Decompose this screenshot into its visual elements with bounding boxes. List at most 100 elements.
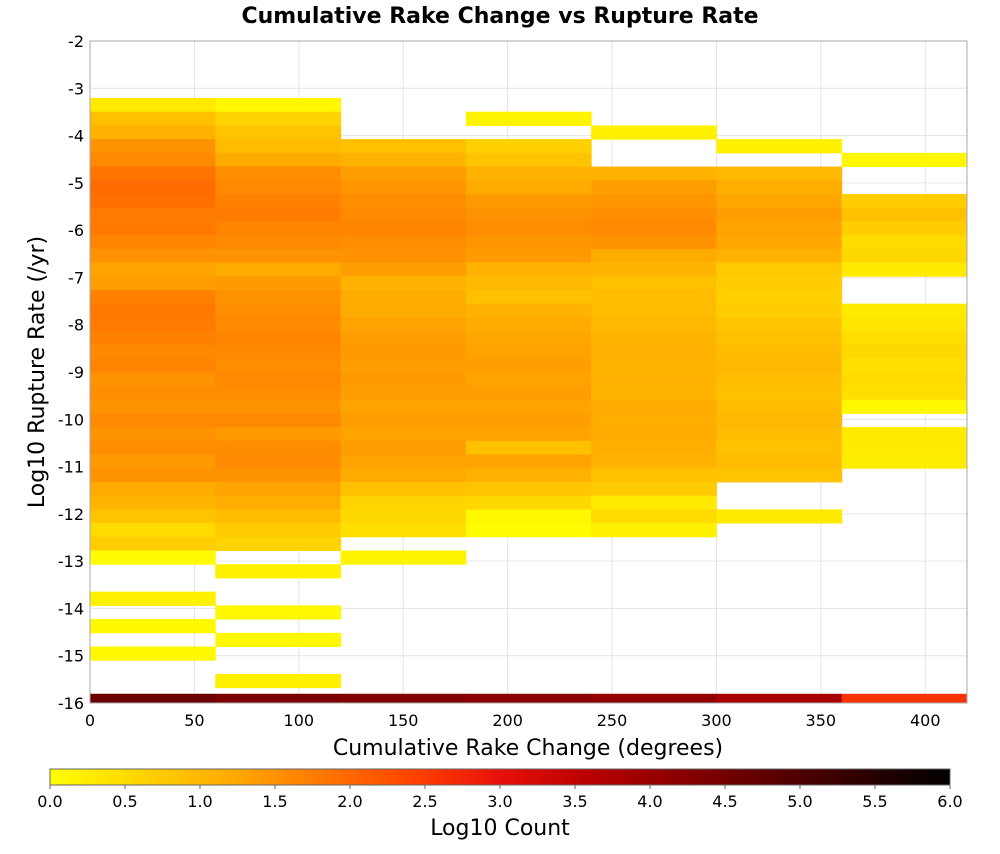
heatmap-cell (841, 440, 967, 456)
heatmap-cell (90, 468, 216, 483)
heatmap-cell (716, 303, 843, 318)
heatmap-cell (340, 331, 467, 346)
heatmap-cell (215, 509, 342, 524)
colorbar-tick-label: 3.0 (487, 792, 512, 811)
heatmap-cell (215, 468, 342, 483)
heatmap-cell (90, 440, 216, 456)
y-tick-label: -8 (68, 316, 84, 335)
heatmap-cell (716, 413, 843, 428)
y-tick-label: -10 (58, 410, 84, 429)
x-tick-label: 400 (910, 711, 941, 730)
heatmap-cell (215, 331, 342, 346)
heatmap-cell (591, 262, 717, 277)
heatmap-cell (716, 180, 843, 195)
heatmap-cell (340, 303, 467, 318)
heatmap-cell (215, 632, 342, 647)
heatmap-cell (716, 248, 843, 264)
heatmap-cell (591, 413, 717, 428)
heatmap-cell (465, 440, 592, 456)
heatmap-cell (215, 262, 342, 277)
heatmap-cell (716, 399, 843, 414)
heatmap-cell (90, 248, 216, 264)
heatmap-cell (340, 139, 467, 154)
heatmap-cell (90, 139, 216, 154)
heatmap-cell (465, 180, 592, 195)
y-tick-label: -9 (68, 363, 84, 382)
colorbar-tick-label: 2.5 (412, 792, 437, 811)
heatmap-cell (841, 399, 967, 414)
heatmap-cell (215, 207, 342, 222)
heatmap-cell (841, 221, 967, 236)
heatmap-cell (716, 468, 843, 483)
heatmap-cell (90, 372, 216, 387)
heatmap-cell (215, 235, 342, 250)
heatmap-cell (90, 481, 216, 497)
heatmap-cell (716, 427, 843, 442)
heatmap-cell (591, 125, 717, 140)
heatmap-cell (716, 193, 843, 209)
heatmap-cell (591, 193, 717, 209)
heatmap-cell (90, 399, 216, 414)
heatmap-cell (90, 385, 216, 401)
y-axis-ticks: -2 -3 -4 -5 -6 -7 -8 -9 -10 -11 -12 -13 -14 -15 -16 (58, 32, 84, 713)
heatmap-cell (841, 248, 967, 264)
heatmap-cell (841, 303, 967, 318)
heatmap-cell (215, 440, 342, 456)
heatmap-cell (340, 276, 467, 291)
heatmap-cell (215, 523, 342, 538)
heatmap-cell (90, 166, 216, 181)
heatmap-cell (215, 289, 342, 305)
heatmap-cell (215, 317, 342, 332)
heatmap-cell (716, 166, 843, 181)
heatmap-cell (591, 289, 717, 305)
heatmap-cell (465, 193, 592, 209)
heatmap-cell (841, 235, 967, 250)
heatmap-cell (215, 693, 342, 703)
heatmap-cell (465, 166, 592, 181)
heatmap-cell (841, 427, 967, 442)
heatmap-cell (215, 193, 342, 209)
heatmap-cell (465, 509, 592, 524)
heatmap-cell (90, 152, 216, 168)
heatmap-cell (591, 427, 717, 442)
heatmap-cell (841, 317, 967, 332)
heatmap-cell (215, 481, 342, 497)
heatmap-cell (591, 207, 717, 222)
heatmap-cell (591, 235, 717, 250)
heatmap-cell (591, 509, 717, 524)
heatmap-cell (90, 221, 216, 236)
plot-border (89, 40, 968, 704)
heatmap-cell (340, 289, 467, 305)
heatmap-cell (716, 207, 843, 222)
heatmap-cell (215, 399, 342, 414)
heatmap-cell (90, 235, 216, 250)
heatmap-cells (90, 97, 967, 703)
heatmap-cell (591, 344, 717, 360)
colorbar-tick-label: 1.0 (187, 792, 212, 811)
heatmap-cell (215, 180, 342, 195)
x-tick-label: 100 (284, 711, 315, 730)
colorbar-tick-label: 0.0 (37, 792, 62, 811)
heatmap-cell (340, 399, 467, 414)
heatmap-cell (716, 276, 843, 291)
heatmap-cell (465, 481, 592, 497)
heatmap-cell (90, 523, 216, 538)
heatmap-cell (716, 262, 843, 277)
heatmap-cell (716, 385, 843, 401)
heatmap-cell (215, 344, 342, 360)
heatmap-cell (90, 693, 216, 703)
heatmap-cell (340, 440, 467, 456)
heatmap-cell (591, 221, 717, 236)
heatmap-cell (591, 331, 717, 346)
colorbar-tick-label: 4.5 (712, 792, 737, 811)
heatmap-cell (90, 646, 216, 661)
heatmap-cell (340, 550, 467, 565)
heatmap-cell (215, 97, 342, 113)
heatmap-cell (465, 427, 592, 442)
colorbar-tick-label: 5.5 (862, 792, 887, 811)
heatmap-cell (591, 180, 717, 195)
heatmap-cell (716, 509, 843, 524)
heatmap-cell (716, 693, 843, 703)
heatmap-cell (90, 276, 216, 291)
colorbar-tick-label: 3.5 (562, 792, 587, 811)
